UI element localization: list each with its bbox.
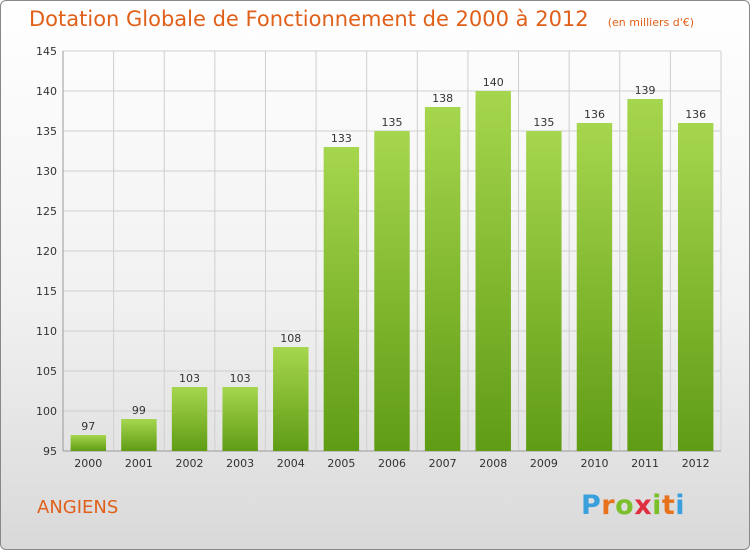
x-tick-label: 2011 <box>631 457 659 470</box>
bar-value-label: 133 <box>331 132 352 145</box>
x-tick-label: 2006 <box>378 457 406 470</box>
logo-letter: i <box>675 490 686 521</box>
logo-letter: r <box>601 490 616 521</box>
proxiti-logo: Proxiti <box>581 490 685 521</box>
x-tick-label: 2005 <box>327 457 355 470</box>
bar <box>677 123 714 451</box>
bar <box>222 387 258 451</box>
x-tick-label: 2000 <box>74 457 102 470</box>
y-tick-label: 145 <box>36 45 57 58</box>
bar-value-label: 99 <box>132 404 146 417</box>
bar-value-label: 140 <box>483 76 504 89</box>
commune-name: ANGIENS <box>37 497 119 518</box>
y-tick-label: 100 <box>36 405 57 418</box>
y-tick-label: 105 <box>36 365 57 378</box>
bar <box>323 147 360 451</box>
x-tick-label: 2002 <box>176 457 204 470</box>
bar <box>121 419 157 451</box>
bar-value-label: 108 <box>280 332 301 345</box>
bar <box>171 387 208 451</box>
x-tick-label: 2009 <box>530 457 558 470</box>
bar <box>374 131 410 451</box>
y-tick-label: 110 <box>36 325 57 338</box>
title-row: Dotation Globale de Fonctionnement de 20… <box>29 7 694 31</box>
bar-value-label: 136 <box>685 108 706 121</box>
bar <box>273 347 309 451</box>
x-tick-label: 2012 <box>682 457 710 470</box>
bar-value-label: 135 <box>382 116 403 129</box>
y-tick-label: 95 <box>43 445 57 458</box>
bar-value-label: 139 <box>635 84 656 97</box>
x-tick-label: 2001 <box>125 457 153 470</box>
x-tick-label: 2003 <box>226 457 254 470</box>
chart-unit: (en milliers d'€) <box>607 16 695 29</box>
bar <box>475 91 511 451</box>
logo-letter: t <box>661 490 676 521</box>
chart-title: Dotation Globale de Fonctionnement de 20… <box>29 7 589 31</box>
label-layer: 95 100 105 110 115 120 125 130 135 140 145 97 2000 99… <box>36 45 710 470</box>
x-tick-label: 2007 <box>429 457 457 470</box>
bar-value-label: 135 <box>533 116 554 129</box>
bar <box>70 435 107 451</box>
y-tick-label: 140 <box>36 85 57 98</box>
y-tick-label: 125 <box>36 205 57 218</box>
bar <box>526 131 562 451</box>
bar-value-label: 136 <box>584 108 605 121</box>
x-tick-label: 2010 <box>580 457 608 470</box>
bar-value-label: 103 <box>230 372 251 385</box>
x-tick-label: 2004 <box>277 457 305 470</box>
bar-value-label: 97 <box>81 420 95 433</box>
bar <box>576 123 613 451</box>
bar <box>424 107 461 451</box>
bar-layer <box>70 91 714 451</box>
y-tick-label: 135 <box>36 125 57 138</box>
y-tick-label: 115 <box>36 285 57 298</box>
logo-letter: P <box>581 490 602 521</box>
y-tick-label: 130 <box>36 165 57 178</box>
logo-letter: o <box>615 490 635 521</box>
logo-letter: i <box>652 490 662 521</box>
logo-letter: x <box>634 490 653 521</box>
bar <box>627 99 663 451</box>
y-tick-label: 120 <box>36 245 57 258</box>
bar-value-label: 138 <box>432 92 453 105</box>
x-tick-label: 2008 <box>479 457 507 470</box>
bar-value-label: 103 <box>179 372 200 385</box>
